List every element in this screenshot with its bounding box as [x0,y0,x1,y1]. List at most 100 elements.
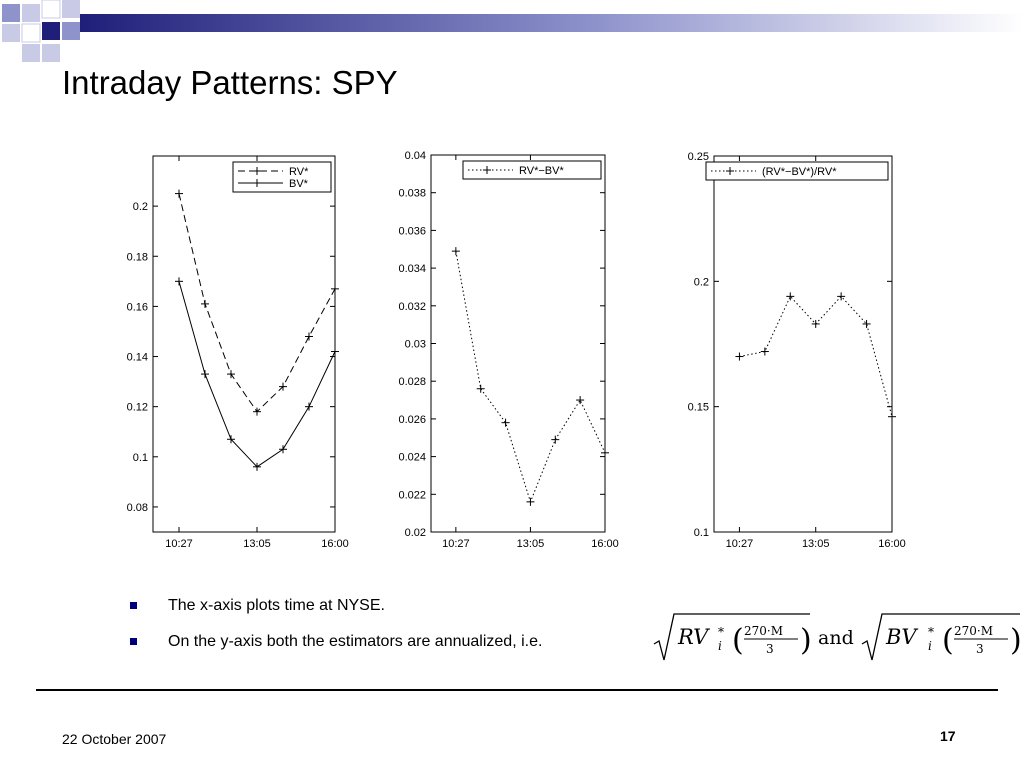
data-point [735,352,744,361]
formula-left-sup: * [718,625,724,639]
footer-divider [36,689,998,691]
formula-left-var: RV [677,625,710,649]
footer-date: 22 October 2007 [62,731,167,747]
data-point [175,277,183,286]
y-tick-label: 0.1 [133,452,148,464]
x-tick-label: 10:27 [442,538,470,550]
bullet-square-icon [130,602,137,609]
series-line [739,295,893,417]
y-tick-label: 0.08 [127,502,148,514]
y-tick-label: 0.026 [398,414,426,426]
x-tick-label: 13:05 [517,538,545,550]
bullet-square-icon [130,638,137,645]
y-tick-label: 0.02 [405,527,426,539]
data-point [862,319,871,328]
data-point [253,407,261,416]
x-tick-label: 16:00 [321,538,349,550]
formula-left-den: 3 [766,642,774,656]
y-tick-label: 0.022 [398,489,426,501]
x-tick-label: 10:27 [726,538,754,550]
svg-text:): ) [800,623,812,658]
data-point [227,370,235,379]
y-tick-label: 0.25 [688,151,709,163]
plot-frame [430,154,606,533]
plot-frame [713,155,893,533]
data-point [760,347,769,356]
series-line [455,251,606,504]
svg-text:(: ( [942,623,954,658]
svg-text:): ) [1010,623,1022,658]
data-point [476,384,485,393]
data-point [526,497,535,506]
formula-connector: and [818,627,854,649]
formula-left-sub: i [718,639,722,653]
annualization-formula: RV * i ( 270·M 3 ) and BV * i ( 270·M 3 … [653,613,1022,661]
x-tick-label: 16:00 [878,538,906,550]
y-tick-label: 0.12 [127,402,148,414]
y-tick-label: 0.024 [398,452,426,464]
formula-right-num: 270·M [954,624,993,638]
data-point [201,299,209,308]
legend-box [232,161,332,193]
legend-label: (RV*−BV*)/RV* [762,166,837,178]
y-tick-label: 0.038 [398,188,426,200]
data-point [551,435,560,444]
data-point [331,284,339,293]
legend-label: RV* [289,166,309,178]
x-tick-label: 10:27 [165,538,193,550]
bullet-text: The x-axis plots time at NYSE. [168,597,385,614]
data-point [175,189,183,198]
y-tick-label: 0.16 [127,301,148,313]
data-point [837,292,846,301]
formula-right-den: 3 [976,642,984,656]
bullet-text: On the y-axis both the estimators are an… [168,633,543,650]
y-tick-label: 0.14 [127,352,148,364]
data-point [331,347,339,356]
data-point [253,462,261,471]
slide-title: Intraday Patterns: SPY [62,64,398,101]
data-point [451,247,460,256]
chart-jump-ratio: 0.1 0.15 0.2 0.25 10:27 13:05 16:00 (RV*−BV*)/R… [688,151,906,550]
plot-frame [152,155,336,533]
x-tick-label: 13:05 [802,538,830,550]
y-tick-label: 0.2 [133,201,148,213]
top-gradient-band [80,14,1024,32]
y-tick-label: 0.028 [398,376,426,388]
y-tick-label: 0.15 [688,402,709,414]
formula-right-sub: i [928,639,932,653]
page-number: 17 [940,728,956,744]
formula-right-var: BV [885,625,918,649]
formula-left-num: 270·M [744,624,783,638]
data-point [786,292,795,301]
y-tick-label: 0.2 [694,276,709,288]
x-tick-label: 16:00 [591,538,619,550]
corner-decoration [2,0,80,62]
y-tick-label: 0.04 [405,150,426,162]
x-tick-label: 13:05 [243,538,271,550]
y-tick-label: 0.03 [405,339,426,351]
data-point [305,332,313,341]
data-point [279,445,287,454]
data-point [305,402,313,411]
data-point [501,418,510,427]
chart-rv-bv: 0.08 0.1 0.12 0.14 0.16 0.18 0.2 10:27 13:05 16:0… [127,155,349,550]
data-point [201,370,209,379]
legend-box [462,160,602,180]
data-point [888,412,896,421]
data-point [601,448,609,457]
y-tick-label: 0.036 [398,225,426,237]
legend-label: RV*−BV* [519,165,564,177]
data-point [576,396,585,405]
svg-text:(: ( [732,623,744,658]
data-point [811,319,820,328]
y-tick-label: 0.034 [398,263,426,275]
chart-rv-minus-bv: 0.02 0.022 0.024 0.026 0.028 0.03 0.032 0.034 0.… [398,150,619,550]
formula-right-sup: * [928,625,934,639]
y-tick-label: 0.18 [127,251,148,263]
series-line [178,193,336,413]
y-tick-label: 0.1 [694,527,709,539]
legend-box [705,161,889,181]
data-point [279,382,287,391]
data-point [227,435,235,444]
y-tick-label: 0.032 [398,301,426,313]
